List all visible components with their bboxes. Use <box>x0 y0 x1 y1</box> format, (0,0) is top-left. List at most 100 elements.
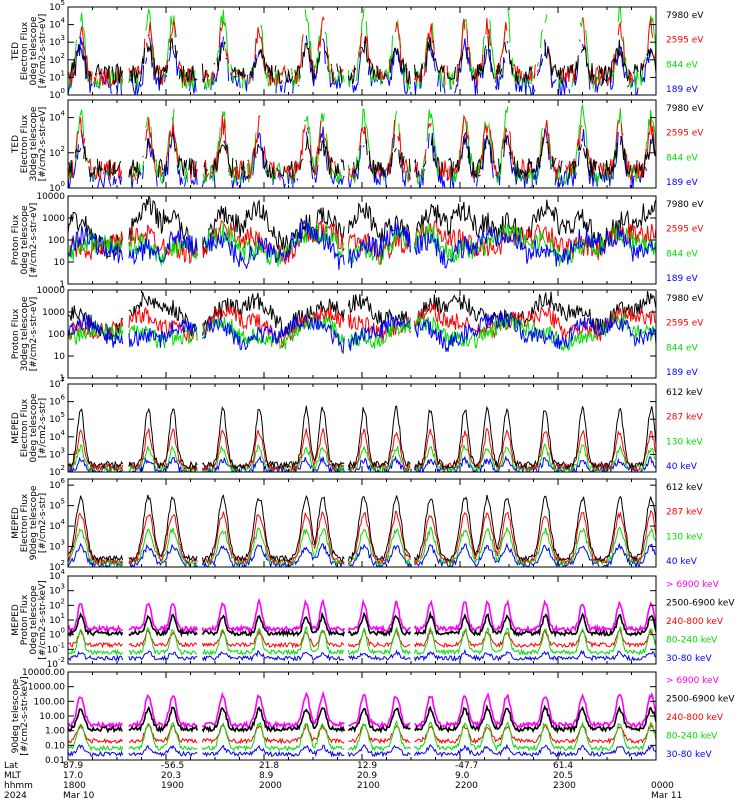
legend-entry: 7980 eV <box>666 11 704 21</box>
y-tick-label: 102 <box>49 145 65 159</box>
panel-series <box>68 7 656 95</box>
legend-entry: 40 keV <box>666 462 698 472</box>
legend-entry: 612 keV <box>666 483 703 493</box>
y-tick-label: 105 <box>49 0 65 13</box>
y-tick-label: 10.00 <box>39 712 65 722</box>
legend-entry: 130 keV <box>666 532 703 542</box>
legend-entry: 287 keV <box>666 413 703 423</box>
legend-entry: 30-80 keV <box>666 654 712 664</box>
legend-entry: 2595 eV <box>666 319 704 329</box>
y-tick-label: 1 <box>59 280 65 290</box>
panel-series <box>68 196 656 270</box>
legend-entry: 240-800 keV <box>666 617 724 627</box>
legend-entry: 30-80 keV <box>666 750 712 760</box>
x-tick-label-hhmm: 2100 <box>357 781 380 791</box>
legend-entry: 7980 eV <box>666 200 704 210</box>
series-blue <box>68 743 656 758</box>
series-black <box>68 704 656 734</box>
y-tick-label: 1000 <box>42 214 65 224</box>
series-magenta <box>68 690 656 730</box>
x-tick-label-hhmm: 1800 <box>63 781 86 791</box>
panel-frame <box>67 195 657 285</box>
x-row-label: MLT <box>4 771 22 781</box>
x-tick-label-mlt: 20.3 <box>161 771 181 781</box>
series-blue <box>68 219 656 270</box>
legend-entry: 189 eV <box>666 274 699 284</box>
y-tick-label: 0.01 <box>45 756 65 766</box>
y-tick-label: 10 <box>54 258 66 268</box>
y-axis-label: Proton Flux0deg telescope[#/cm2-s-str-eV… <box>11 203 39 278</box>
series-blue <box>68 127 656 190</box>
legend-entry: > 6900 keV <box>666 580 720 590</box>
series-blue <box>68 648 656 663</box>
y-tick-label: 1 <box>59 374 65 384</box>
x-tick-label-date: Mar 11 <box>651 791 682 800</box>
x-tick-label-mlt: 20.9 <box>357 771 377 781</box>
y-tick-label: 104 <box>49 518 65 532</box>
y-tick-label: 107 <box>49 376 65 390</box>
legend-entry: 844 eV <box>666 343 699 353</box>
y-axis-label: MEPEDElectron Flux90deg telescope[#/cm2-… <box>11 485 48 560</box>
x-tick-label-lat: -56.5 <box>161 761 184 771</box>
panel-series <box>68 690 656 758</box>
x-row-label: 2024 <box>4 791 27 800</box>
y-tick-label: 100 <box>49 87 65 101</box>
y-axis-label: MEPEDProton Flux0deg telescope[#/cm2-s-s… <box>11 580 48 659</box>
y-tick-label: 106 <box>49 394 65 408</box>
panel-meped-p-90: 0.01 0.10 1.00 10.00 100.00 1000.00 10000.0090… <box>11 668 735 766</box>
y-tick-label: 106 <box>49 477 65 491</box>
y-tick-label: 102 <box>49 597 65 611</box>
series-red <box>68 722 656 746</box>
y-tick-label: 10000 <box>36 192 65 202</box>
y-tick-label: 0.10 <box>45 741 65 751</box>
y-tick-label: 100 <box>49 180 65 194</box>
y-tick-label: 104 <box>49 17 65 31</box>
y-tick-label: 103 <box>49 34 65 48</box>
y-tick-label: 10-2 <box>47 656 65 670</box>
y-tick-label: 101 <box>49 69 65 83</box>
y-tick-label: 104 <box>49 568 65 582</box>
series-black <box>69 35 656 86</box>
y-axis-label: TEDElectron Flux0deg telescope[#/cm2-s-s… <box>11 14 48 89</box>
x-tick-label-hhmm: 2300 <box>553 781 576 791</box>
series-black <box>68 405 656 470</box>
legend-entry: 612 keV <box>666 388 703 398</box>
y-tick-label: 10000.00 <box>22 668 65 678</box>
legend-entry: 844 eV <box>666 249 699 259</box>
series-red <box>68 627 656 649</box>
y-tick-label: 10-1 <box>47 641 65 655</box>
legend-entry: 2500-6900 keV <box>666 695 735 705</box>
legend-entry: 189 eV <box>666 178 699 188</box>
legend-entry: 2500-6900 keV <box>666 599 735 609</box>
x-tick-label-hhmm: 2000 <box>259 781 282 791</box>
y-tick-label: 1000 <box>42 308 65 318</box>
y-tick-label: 1.00 <box>45 727 65 737</box>
x-tick-label-hhmm: 2200 <box>455 781 478 791</box>
series-black <box>68 494 656 564</box>
series-green <box>68 625 656 657</box>
x-tick-label-hhmm: 0000 <box>651 781 674 791</box>
y-tick-label: 1000.00 <box>28 683 65 693</box>
legend-entry: 2595 eV <box>666 36 704 46</box>
y-tick-label: 104 <box>49 429 65 443</box>
legend-entry: 40 keV <box>666 557 698 567</box>
panel-series <box>68 494 656 567</box>
legend-entry: 844 eV <box>666 60 699 70</box>
x-tick-label-date: Mar 10 <box>63 791 95 800</box>
x-tick-label-lat: 61.4 <box>553 761 573 771</box>
series-magenta <box>68 597 656 634</box>
series-red <box>68 427 656 472</box>
series-black <box>68 133 656 180</box>
y-tick-label: 105 <box>49 498 65 512</box>
series-blue <box>68 311 656 355</box>
y-tick-label: 10 <box>54 352 66 362</box>
legend-entry: 130 keV <box>666 437 703 447</box>
legend-entry: 7980 eV <box>666 104 704 114</box>
